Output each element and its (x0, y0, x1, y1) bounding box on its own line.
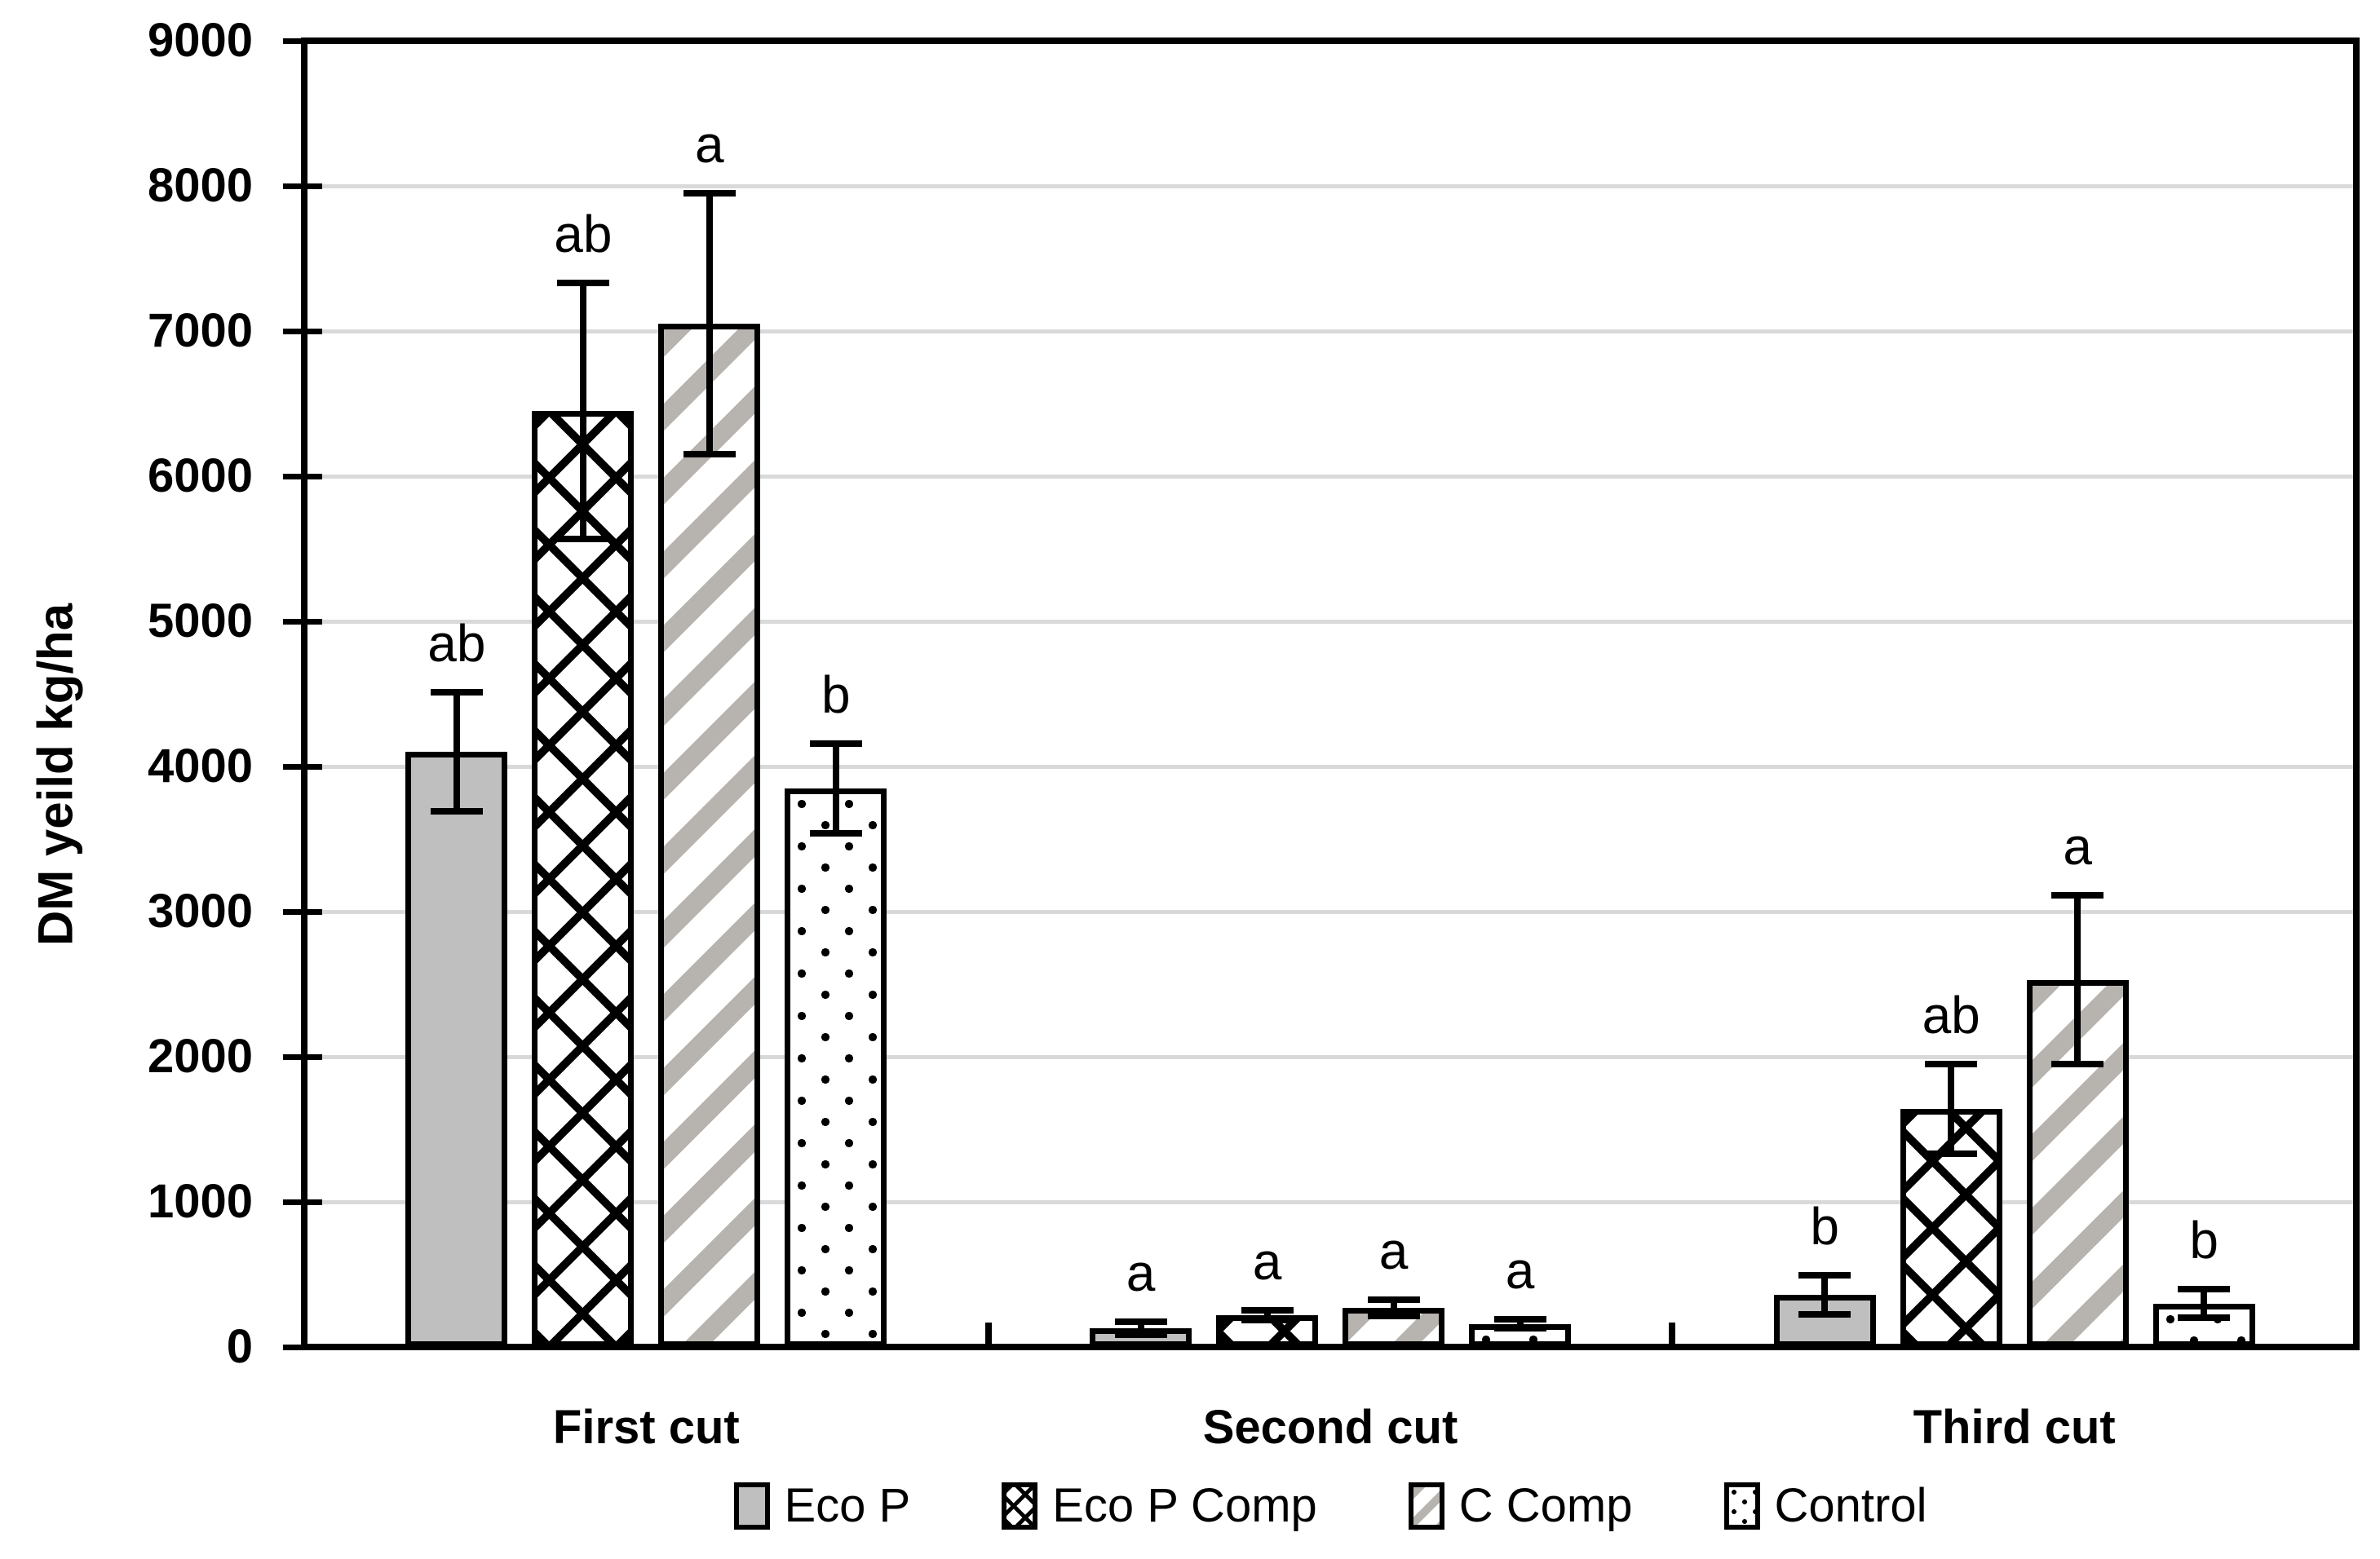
legend: Eco P Eco P Comp C Comp Control (304, 1477, 2356, 1535)
error-bar-line (1390, 1300, 1397, 1316)
error-bar-cap-top (2051, 892, 2104, 899)
error-bar-line (2074, 895, 2081, 1064)
bar-c-comp (658, 324, 761, 1347)
error-bar-cap-top (809, 740, 862, 747)
y-tick-label: 2000 (147, 1030, 253, 1083)
gridline (307, 1199, 2353, 1204)
significance-letter: a (1378, 1221, 1409, 1281)
axis-y-line (301, 38, 307, 1350)
error-bar-cap-bottom (809, 829, 862, 837)
y-tick-label: 1000 (147, 1175, 253, 1228)
legend-label: Eco P Comp (1052, 1479, 1317, 1532)
significance-letter: ab (427, 614, 486, 674)
significance-letter: ab (554, 205, 613, 264)
y-tick-label: 7000 (147, 304, 253, 357)
x-category-label: Third cut (1913, 1401, 2116, 1454)
error-bar-cap-bottom (430, 808, 483, 815)
error-bar-line (832, 743, 839, 833)
gridline (307, 1054, 2353, 1059)
error-bar-cap-top (1798, 1271, 1851, 1279)
y-tick-label: 5000 (147, 594, 253, 647)
error-bar-line (1263, 1309, 1271, 1321)
error-bar-cap-bottom (1493, 1324, 1546, 1332)
significance-letter: b (821, 665, 851, 724)
error-bar-cap-top (1925, 1060, 1978, 1067)
error-bar-cap-bottom (1114, 1331, 1167, 1338)
plot-border-top (301, 38, 2360, 44)
bar-eco-p-comp (1900, 1109, 2002, 1347)
gridline (307, 619, 2353, 624)
error-bar-cap-top (1493, 1316, 1546, 1323)
significance-letter: b (1810, 1196, 1839, 1256)
plot-border-right (2353, 38, 2360, 1350)
y-tick-label: 9000 (147, 14, 253, 67)
x-category-label: Second cut (1202, 1401, 1458, 1454)
error-bar-cap-bottom (2178, 1314, 2231, 1322)
error-bar-line (706, 192, 713, 455)
gridline (307, 909, 2353, 914)
legend-entry: Control (1723, 1479, 1927, 1532)
error-bar-cap-bottom (683, 451, 736, 458)
legend-entry: C Comp (1408, 1479, 1633, 1532)
error-bar-cap-bottom (1367, 1312, 1420, 1319)
x-category-label: First cut (552, 1401, 740, 1454)
gridline (307, 183, 2353, 188)
error-bar-cap-bottom (556, 535, 609, 542)
legend-label: Eco P (784, 1479, 911, 1532)
error-bar-cap-top (1241, 1306, 1294, 1314)
significance-letter: a (1126, 1243, 1156, 1302)
error-bar-cap-top (1367, 1296, 1420, 1304)
legend-entry: Eco P (733, 1479, 911, 1532)
bar-eco-p (405, 752, 508, 1347)
error-bar-cap-bottom (2051, 1060, 2104, 1067)
legend-swatch-icon (1002, 1482, 1038, 1530)
error-bar-line (2201, 1288, 2208, 1318)
x-axis-boundary-tick (984, 1323, 992, 1344)
error-bar-line (453, 692, 460, 812)
legend-label: C Comp (1458, 1479, 1633, 1532)
y-tick-label: 3000 (147, 885, 253, 938)
legend-entry: Eco P Comp (1002, 1482, 1317, 1530)
y-tick-label: 0 (226, 1320, 253, 1373)
gridline (307, 474, 2353, 479)
gridline (307, 764, 2353, 769)
error-bar-line (1137, 1321, 1144, 1335)
significance-letter: a (2063, 817, 2092, 877)
y-tick-label: 6000 (147, 449, 253, 502)
error-bar-line (1948, 1063, 1955, 1155)
axis-x-line (301, 1344, 2360, 1350)
error-bar-line (1821, 1274, 1829, 1314)
error-bar-cap-top (556, 280, 609, 287)
legend-swatch-icon (1408, 1482, 1444, 1530)
significance-letter: a (695, 114, 724, 174)
error-bar-cap-bottom (1925, 1150, 1978, 1158)
significance-letter: a (1505, 1241, 1535, 1301)
y-tick-label: 4000 (147, 740, 253, 793)
error-bar-cap-bottom (1241, 1317, 1294, 1324)
error-bar-cap-top (1114, 1318, 1167, 1325)
error-bar-cap-top (2178, 1285, 2231, 1292)
significance-letter: a (1252, 1231, 1282, 1291)
error-bar-cap-top (430, 689, 483, 696)
error-bar-line (1516, 1319, 1524, 1328)
x-axis-boundary-tick (1669, 1323, 1676, 1344)
legend-swatch-icon (733, 1482, 770, 1530)
error-bar-line (579, 283, 586, 539)
bar-control (785, 788, 887, 1347)
error-bar-cap-bottom (1798, 1310, 1851, 1318)
error-bar-cap-top (683, 189, 736, 197)
y-tick-label: 8000 (147, 159, 253, 212)
legend-label: Control (1774, 1479, 1927, 1532)
bar-eco-p-comp (532, 410, 635, 1347)
legend-swatch-icon (1723, 1482, 1760, 1530)
gridline (307, 329, 2353, 333)
significance-letter: ab (1922, 985, 1980, 1044)
significance-letter: b (2189, 1210, 2219, 1270)
